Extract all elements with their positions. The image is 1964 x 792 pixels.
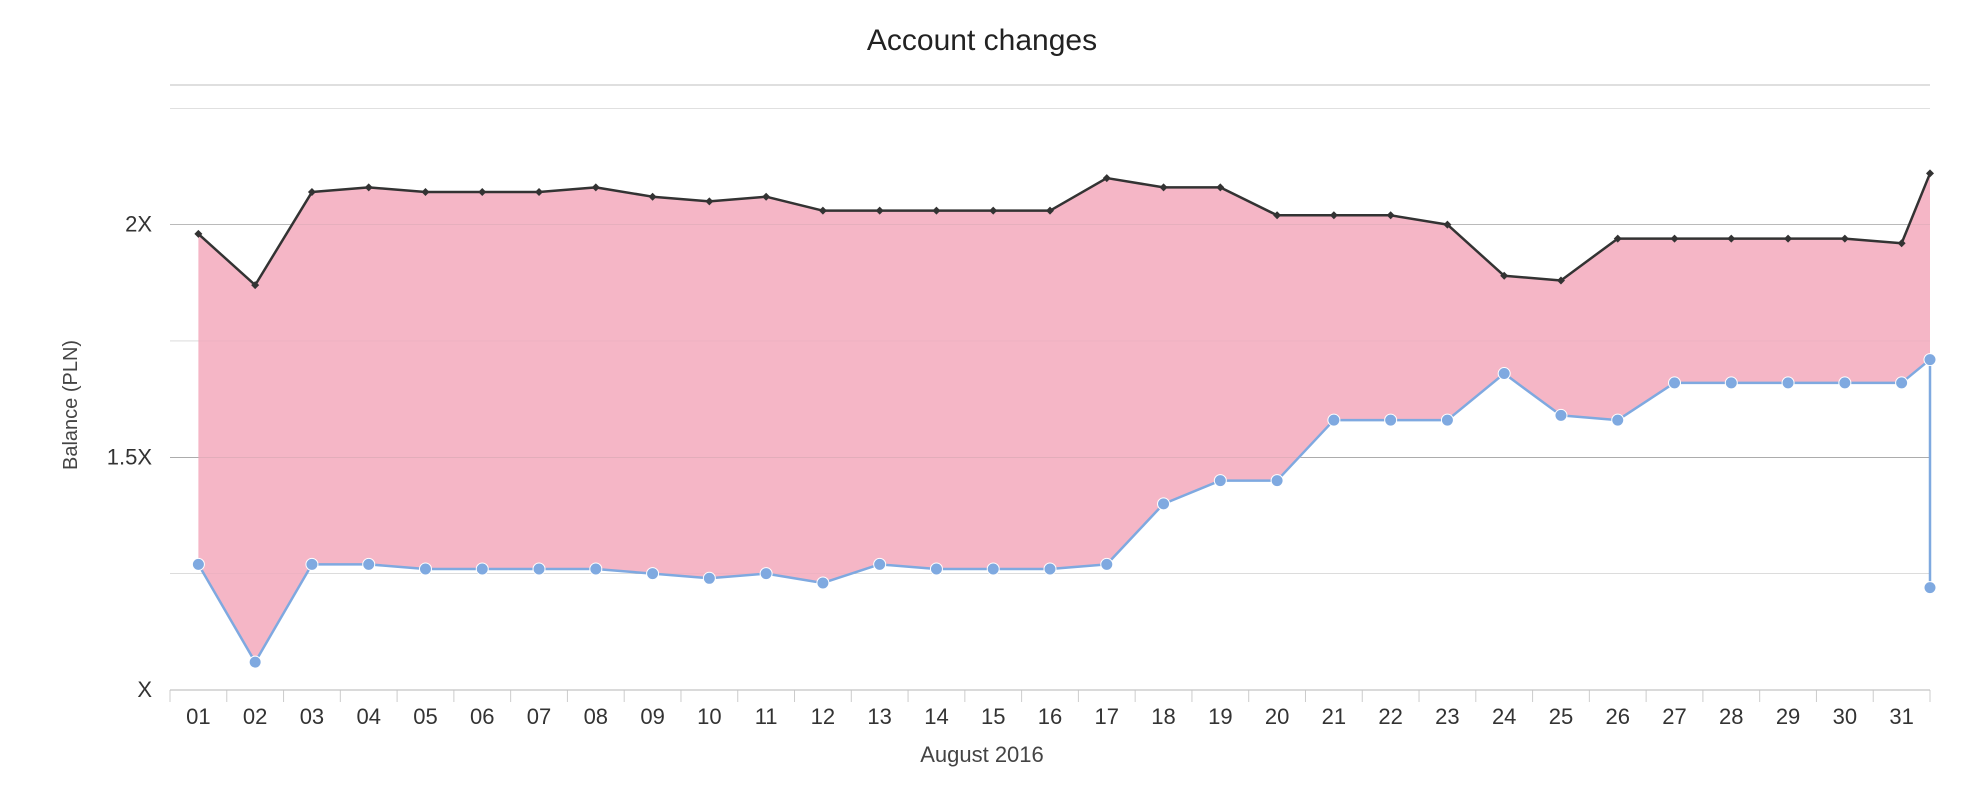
lower-series-marker[interactable] bbox=[1328, 414, 1340, 426]
svg-text:21: 21 bbox=[1322, 704, 1346, 729]
svg-text:11: 11 bbox=[755, 704, 778, 729]
lower-series-marker[interactable] bbox=[590, 563, 602, 575]
lower-series-marker[interactable] bbox=[987, 563, 999, 575]
lower-series-marker[interactable] bbox=[1896, 377, 1908, 389]
svg-text:25: 25 bbox=[1549, 704, 1573, 729]
svg-text:1.5X: 1.5X bbox=[107, 444, 153, 469]
svg-text:17: 17 bbox=[1095, 704, 1119, 729]
lower-series-marker[interactable] bbox=[1725, 377, 1737, 389]
lower-series-marker[interactable] bbox=[419, 563, 431, 575]
lower-series-marker[interactable] bbox=[1271, 475, 1283, 487]
lower-series-marker[interactable] bbox=[1441, 414, 1453, 426]
lower-series-marker[interactable] bbox=[1612, 414, 1624, 426]
lower-series-marker[interactable] bbox=[1839, 377, 1851, 389]
svg-text:04: 04 bbox=[356, 704, 380, 729]
svg-text:09: 09 bbox=[640, 704, 664, 729]
lower-series-marker[interactable] bbox=[1385, 414, 1397, 426]
svg-text:X: X bbox=[137, 677, 152, 702]
svg-text:15: 15 bbox=[981, 704, 1005, 729]
lower-series-marker[interactable] bbox=[1555, 409, 1567, 421]
lower-series-marker[interactable] bbox=[476, 563, 488, 575]
chart-plot-area: 01 02 03 04 05 06 07 08 09 10 11 12 13 14 15 16 17 18 19 20… bbox=[0, 0, 1964, 792]
lower-series-marker[interactable] bbox=[760, 568, 772, 580]
lower-series-marker[interactable] bbox=[1101, 558, 1113, 570]
svg-text:27: 27 bbox=[1662, 704, 1686, 729]
lower-series-marker[interactable] bbox=[1924, 354, 1936, 366]
svg-text:10: 10 bbox=[697, 704, 721, 729]
svg-text:03: 03 bbox=[300, 704, 324, 729]
svg-text:28: 28 bbox=[1719, 704, 1743, 729]
svg-text:18: 18 bbox=[1151, 704, 1175, 729]
svg-text:2X: 2X bbox=[125, 212, 152, 237]
lower-series-marker[interactable] bbox=[874, 558, 886, 570]
svg-text:20: 20 bbox=[1265, 704, 1289, 729]
lower-series-marker[interactable] bbox=[192, 558, 204, 570]
lower-series-marker[interactable] bbox=[306, 558, 318, 570]
svg-text:31: 31 bbox=[1889, 704, 1913, 729]
svg-text:16: 16 bbox=[1038, 704, 1062, 729]
svg-text:01: 01 bbox=[186, 704, 210, 729]
svg-text:13: 13 bbox=[867, 704, 891, 729]
svg-text:24: 24 bbox=[1492, 704, 1516, 729]
lower-series-marker[interactable] bbox=[363, 558, 375, 570]
svg-text:07: 07 bbox=[527, 704, 551, 729]
chart-title: Account changes bbox=[0, 24, 1964, 58]
account-changes-chart: Account changes Balance (PLN) August 201… bbox=[0, 0, 1964, 792]
svg-text:02: 02 bbox=[243, 704, 267, 729]
svg-text:29: 29 bbox=[1776, 704, 1800, 729]
x-axis-title: August 2016 bbox=[0, 742, 1964, 768]
svg-text:06: 06 bbox=[470, 704, 494, 729]
lower-series-marker[interactable] bbox=[1498, 368, 1510, 380]
svg-text:19: 19 bbox=[1208, 704, 1232, 729]
lower-series-marker[interactable] bbox=[930, 563, 942, 575]
lower-series-marker[interactable] bbox=[1214, 475, 1226, 487]
upper-series-marker[interactable] bbox=[1926, 169, 1934, 177]
svg-text:30: 30 bbox=[1833, 704, 1857, 729]
lower-series-marker[interactable] bbox=[533, 563, 545, 575]
lower-series-marker[interactable] bbox=[1158, 498, 1170, 510]
svg-text:05: 05 bbox=[413, 704, 437, 729]
range-area bbox=[198, 173, 1930, 662]
lower-series-marker[interactable] bbox=[1669, 377, 1681, 389]
lower-series-marker[interactable] bbox=[647, 568, 659, 580]
lower-series-marker[interactable] bbox=[1924, 582, 1936, 594]
svg-text:08: 08 bbox=[584, 704, 608, 729]
lower-series-marker[interactable] bbox=[249, 656, 261, 668]
lower-series-marker[interactable] bbox=[1782, 377, 1794, 389]
y-axis-title: Balance (PLN) bbox=[60, 340, 83, 470]
svg-text:23: 23 bbox=[1435, 704, 1459, 729]
lower-series-marker[interactable] bbox=[703, 572, 715, 584]
svg-text:26: 26 bbox=[1605, 704, 1629, 729]
lower-series-marker[interactable] bbox=[1044, 563, 1056, 575]
svg-text:12: 12 bbox=[811, 704, 835, 729]
lower-series-marker[interactable] bbox=[817, 577, 829, 589]
svg-text:22: 22 bbox=[1378, 704, 1402, 729]
svg-text:14: 14 bbox=[924, 704, 948, 729]
